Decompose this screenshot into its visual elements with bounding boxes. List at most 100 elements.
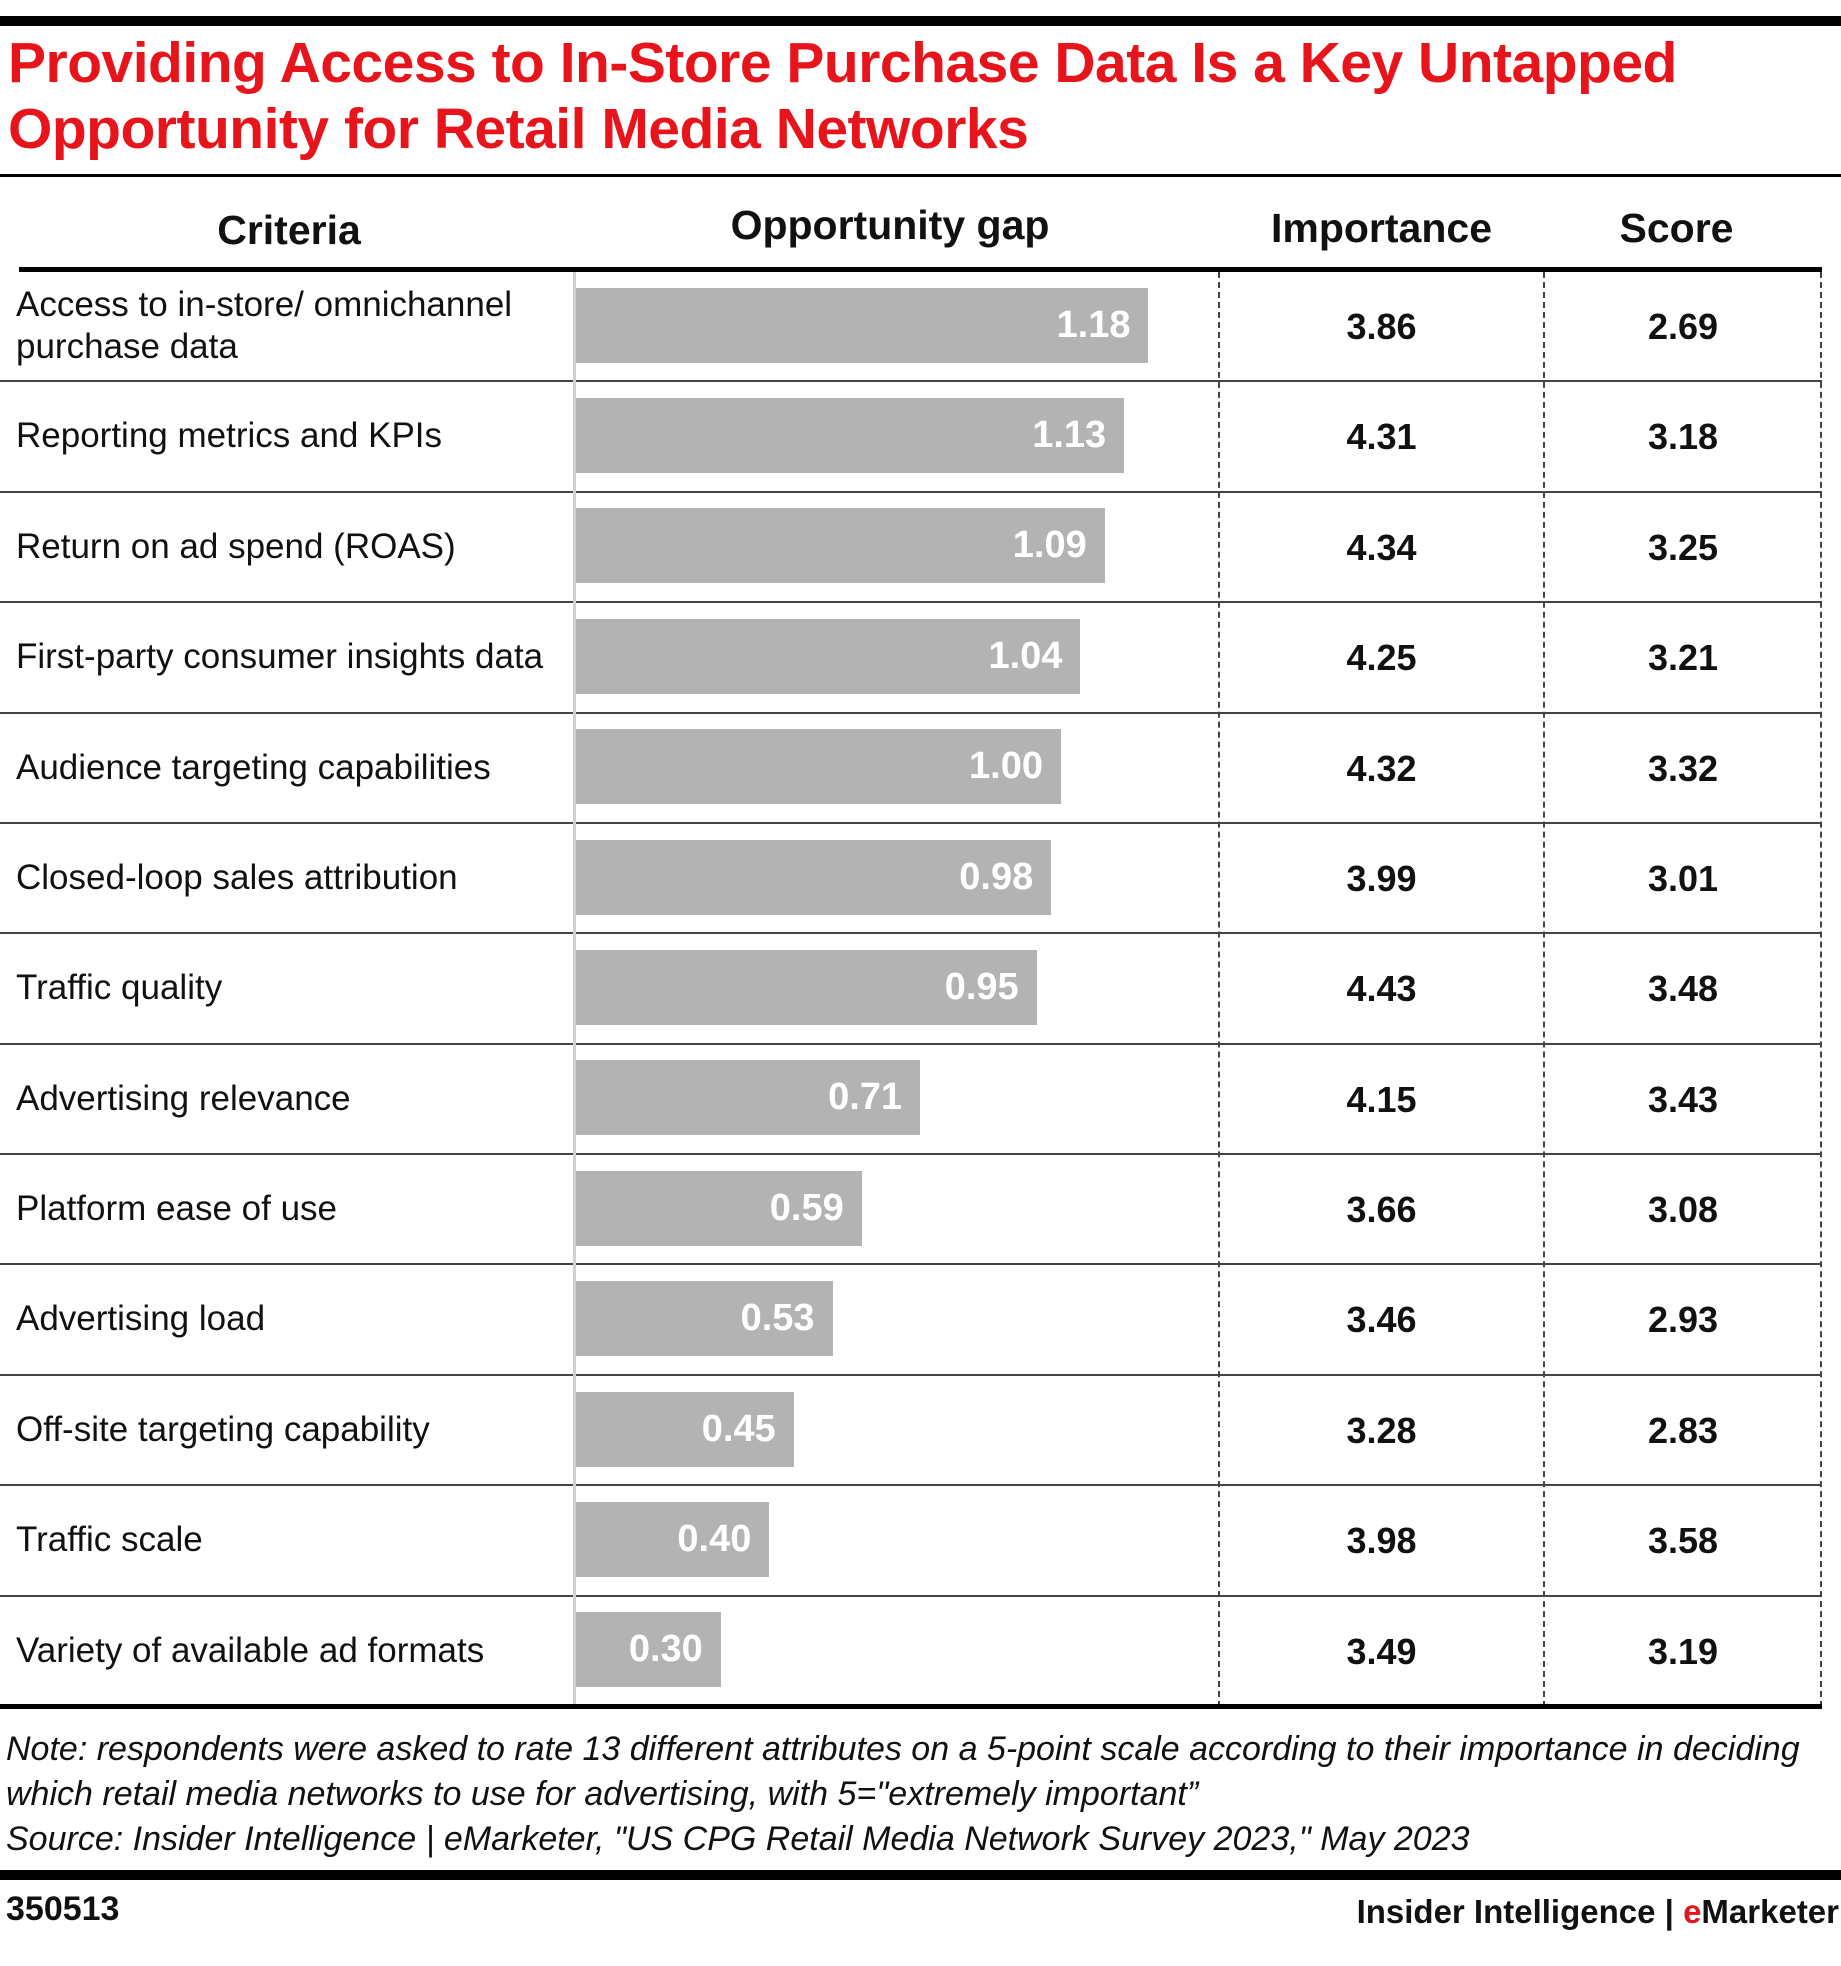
gap-value-label: 0.30: [628, 1628, 703, 1671]
table-row: Audience targeting capabilities 1.00 4.32 3…: [0, 714, 1841, 824]
criteria-label: Traffic quality: [16, 968, 223, 1008]
top-rule: [0, 16, 1841, 26]
row-divider: [0, 1042, 1822, 1045]
table-row: First-party consumer insights data 1.04 4.…: [0, 603, 1841, 714]
criteria-label: First-party consumer insights data: [16, 637, 544, 677]
row-divider: [0, 1153, 1822, 1156]
gap-value-label: 1.18: [1056, 303, 1131, 346]
criteria-label: Access to in-store/ omnichannel purchase…: [16, 285, 513, 366]
importance-value: 4.15: [1346, 1078, 1417, 1120]
gap-value-label: 0.59: [769, 1186, 844, 1229]
row-divider: [0, 1373, 1822, 1376]
gap-bar: 0.71: [575, 1060, 921, 1136]
table-row: Traffic scale 0.40 3.98 3.58: [0, 1486, 1841, 1597]
data-table: Access to in-store/ omnichannel purchase…: [0, 272, 1841, 1707]
row-divider: [0, 380, 1822, 383]
score-value: 3.01: [1647, 857, 1719, 899]
importance-value: 3.86: [1346, 306, 1417, 347]
gap-value-label: 1.04: [988, 634, 1063, 677]
table-row: Reporting metrics and KPIs 1.13 4.31 3.18: [0, 382, 1841, 493]
importance-value: 4.32: [1346, 747, 1417, 789]
gap-value-label: 0.40: [677, 1517, 752, 1560]
chart-title: Providing Access to In-Store Purchase Da…: [8, 31, 1677, 161]
importance-value: 4.25: [1346, 637, 1417, 679]
gap-value-label: 0.53: [740, 1297, 815, 1340]
score-value: 3.43: [1647, 1078, 1719, 1120]
importance-value: 3.49: [1346, 1630, 1417, 1672]
criteria-label: Advertising relevance: [16, 1078, 351, 1118]
gap-value-label: 1.13: [1032, 414, 1107, 457]
gap-bar: 0.95: [575, 949, 1037, 1025]
gap-bar: 1.00: [575, 729, 1061, 805]
gap-bar: 1.18: [575, 287, 1149, 363]
gap-bar: 0.40: [575, 1501, 770, 1577]
row-divider: [0, 711, 1822, 714]
table-row: Traffic quality 0.95 4.43 3.48: [0, 934, 1841, 1045]
table-row: Closed-loop sales attribution 0.98 3.99 3.0…: [0, 824, 1841, 935]
score-value: 3.19: [1647, 1630, 1719, 1672]
notes: Note: respondents were asked to rate 13 …: [6, 1727, 1836, 1862]
header-opportunity-gap: Opportunity gap: [730, 202, 1050, 248]
score-value: 2.69: [1647, 306, 1719, 347]
score-value: 2.93: [1647, 1299, 1719, 1341]
gap-bar: 0.53: [575, 1281, 833, 1357]
score-value: 3.58: [1647, 1520, 1719, 1562]
score-value: 3.08: [1647, 1189, 1719, 1231]
table-row: Off-site targeting capability 0.45 3.28 2.8…: [0, 1376, 1841, 1487]
row-divider: [0, 1484, 1822, 1487]
importance-value: 4.43: [1346, 968, 1417, 1010]
table-row: Advertising load 0.53 3.46 2.93: [0, 1265, 1841, 1376]
row-divider: [0, 1263, 1822, 1266]
note-text: Note: respondents were asked to rate 13 …: [6, 1730, 1800, 1813]
gap-value-label: 0.95: [944, 965, 1019, 1008]
title-rule: [0, 174, 1841, 177]
row-divider: [0, 1594, 1822, 1597]
gap-bar: 0.59: [575, 1170, 862, 1246]
header-importance: Importance: [1271, 205, 1492, 251]
score-value: 3.25: [1647, 526, 1719, 568]
importance-value: 4.31: [1346, 416, 1417, 458]
brand-prefix: Insider Intelligence |: [1356, 1893, 1684, 1930]
score-value: 3.32: [1647, 747, 1719, 789]
importance-value: 3.46: [1346, 1299, 1417, 1341]
gap-value-label: 0.71: [828, 1076, 903, 1119]
table-row: Access to in-store/ omnichannel purchase…: [0, 272, 1841, 383]
criteria-label: Reporting metrics and KPIs: [16, 416, 443, 456]
gap-axis-line: [573, 272, 576, 1707]
gap-bar: 0.98: [575, 839, 1052, 915]
row-divider: [0, 490, 1822, 493]
column-divider: [1820, 272, 1822, 1707]
gap-value-label: 1.00: [969, 745, 1043, 788]
header-score: Score: [1619, 205, 1734, 251]
importance-value: 4.34: [1346, 526, 1417, 568]
gap-bar: 1.13: [575, 398, 1125, 474]
importance-value: 3.28: [1346, 1409, 1417, 1451]
gap-bar: 1.04: [575, 618, 1081, 694]
header-criteria: Criteria: [217, 207, 361, 253]
chart-id: 350513: [6, 1890, 120, 1928]
criteria-label: Variety of available ad formats: [16, 1630, 485, 1670]
criteria-label: Traffic scale: [16, 1520, 203, 1560]
score-value: 3.21: [1647, 637, 1719, 679]
importance-value: 3.98: [1346, 1520, 1417, 1562]
source-text: Source: Insider Intelligence | eMarketer…: [6, 1820, 1470, 1858]
criteria-label: Audience targeting capabilities: [16, 747, 491, 787]
importance-value: 3.66: [1346, 1189, 1417, 1231]
brand-e: e: [1683, 1893, 1702, 1930]
score-value: 3.48: [1647, 968, 1719, 1010]
score-value: 2.83: [1647, 1409, 1719, 1451]
criteria-label: Closed-loop sales attribution: [16, 857, 458, 897]
score-value: 3.18: [1647, 416, 1719, 458]
gap-bar: 1.09: [575, 508, 1105, 584]
criteria-label: Return on ad spend (ROAS): [16, 526, 456, 566]
table-row: Return on ad spend (ROAS) 1.09 4.34 3.25: [0, 493, 1841, 604]
row-divider: [0, 601, 1822, 604]
table-bottom-rule: [0, 1704, 1822, 1709]
header-rule: [19, 267, 1822, 272]
table-row: Advertising relevance 0.71 4.15 3.43: [0, 1045, 1841, 1156]
table-row: Variety of available ad formats 0.30 3.49 3…: [0, 1597, 1841, 1707]
gap-bar: 0.30: [575, 1612, 721, 1688]
brand-rest: Marketer: [1701, 1893, 1839, 1930]
gap-value-label: 0.98: [959, 855, 1034, 898]
brand-logo: Insider Intelligence | eMarketer: [1357, 1893, 1839, 1931]
